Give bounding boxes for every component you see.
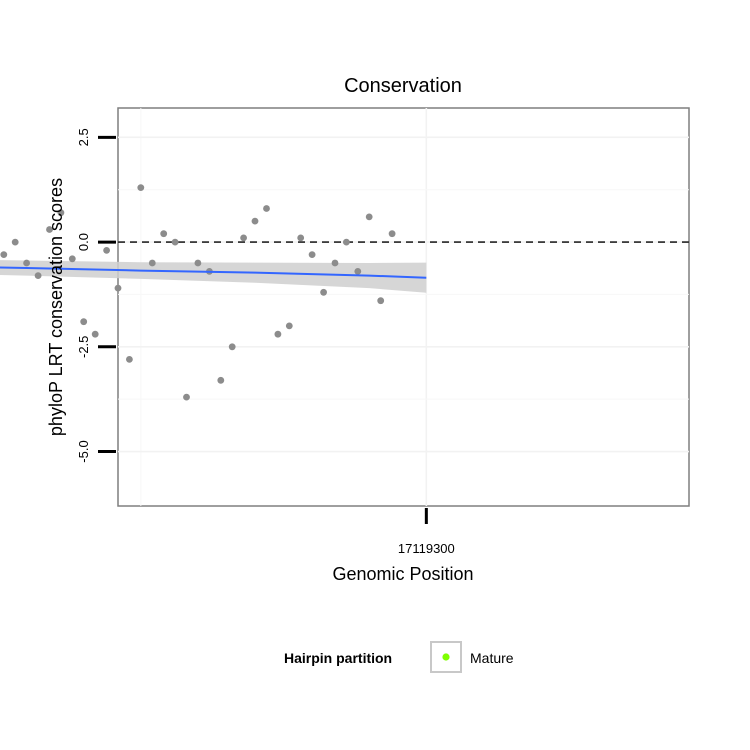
y-axis-label: phyloP LRT conservation scores bbox=[46, 178, 66, 436]
data-point bbox=[308, 251, 316, 258]
y-tick-label: 0.0 bbox=[76, 233, 91, 251]
data-point bbox=[160, 230, 168, 238]
data-point bbox=[285, 322, 293, 330]
data-point bbox=[194, 259, 202, 267]
data-point bbox=[388, 230, 396, 238]
data-point bbox=[365, 213, 373, 221]
legend-label-mature: Mature bbox=[470, 650, 514, 666]
data-point bbox=[171, 238, 179, 246]
data-point bbox=[34, 272, 42, 279]
data-point bbox=[103, 247, 110, 254]
data-point bbox=[297, 234, 305, 242]
data-point bbox=[228, 343, 236, 351]
data-point bbox=[263, 205, 270, 212]
plot-frame bbox=[117, 107, 690, 507]
data-point bbox=[274, 330, 282, 338]
legend: Hairpin partition Mature bbox=[284, 641, 514, 673]
data-point bbox=[183, 393, 190, 401]
data-point bbox=[251, 217, 259, 225]
data-point bbox=[23, 259, 30, 267]
y-axis-ticks: 2.5 0.0 -2.5 -5.0 bbox=[76, 128, 116, 463]
data-point bbox=[80, 318, 88, 326]
data-point bbox=[46, 226, 53, 233]
data-point bbox=[320, 288, 327, 296]
data-point bbox=[148, 259, 156, 267]
x-axis-ticks: 1711950017119450171194001711935017119300 bbox=[398, 508, 455, 556]
data-point bbox=[11, 238, 19, 246]
data-point bbox=[125, 356, 133, 363]
y-tick-label: -5.0 bbox=[76, 440, 91, 462]
data-point bbox=[91, 330, 99, 338]
plot-panel bbox=[0, 107, 690, 507]
x-axis-label: Genomic Position bbox=[332, 564, 473, 584]
data-point bbox=[57, 209, 65, 217]
smooth-trend-line bbox=[0, 266, 427, 279]
data-point bbox=[354, 268, 362, 275]
legend-title: Hairpin partition bbox=[284, 650, 392, 666]
data-points bbox=[0, 184, 396, 401]
grid-lines bbox=[118, 108, 689, 506]
data-point bbox=[68, 255, 76, 263]
data-point bbox=[331, 259, 339, 267]
y-tick-label: -2.5 bbox=[76, 336, 91, 358]
data-point bbox=[137, 184, 145, 192]
data-point bbox=[343, 238, 350, 246]
y-tick-label: 2.5 bbox=[76, 128, 91, 146]
x-tick-label: 17119300 bbox=[398, 541, 455, 556]
legend-key-mature bbox=[442, 653, 450, 661]
data-point bbox=[377, 297, 385, 305]
smooth-confidence-band bbox=[0, 260, 427, 293]
data-point bbox=[217, 376, 225, 384]
data-point bbox=[114, 284, 122, 292]
data-point bbox=[240, 234, 248, 242]
data-point bbox=[0, 251, 8, 258]
chart-title: Conservation bbox=[344, 75, 462, 97]
